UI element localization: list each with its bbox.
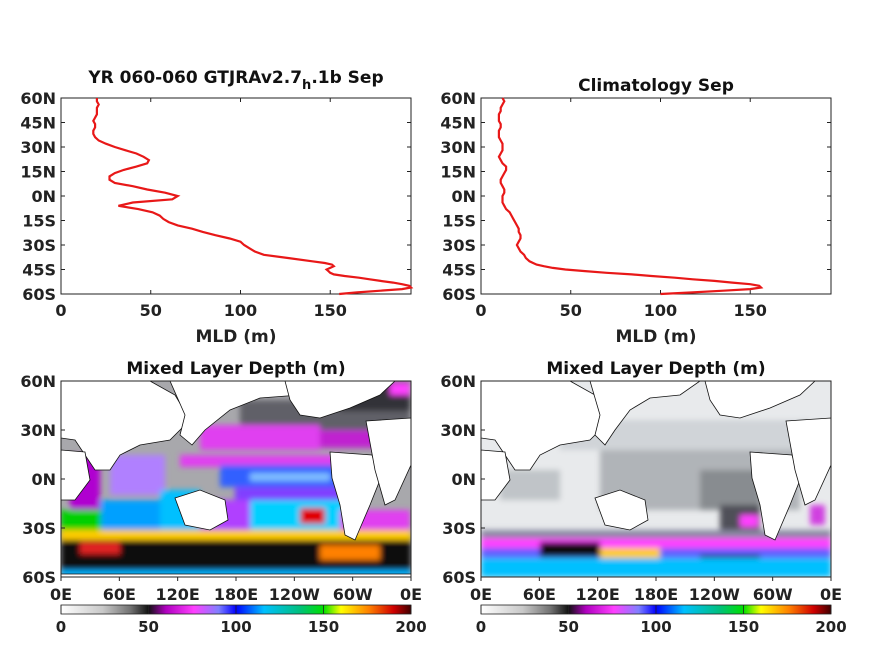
y-tick-label: 0N <box>31 187 56 206</box>
colorbar-tick-label: 200 <box>395 618 426 636</box>
y-tick-label: 60N <box>440 89 476 108</box>
panel4-colorbar-ticks: 0 50 100 150 200 <box>476 605 847 636</box>
y-tick-label: 30S <box>22 236 56 255</box>
panel-model-map: Mixed Layer Depth (m) <box>20 359 426 636</box>
y-tick-label: 30N <box>20 138 56 157</box>
panel1-axes-frame <box>60 97 412 295</box>
panel3-map-field <box>61 381 411 577</box>
x-tick-label: 60E <box>523 585 556 604</box>
x-tick-label: 60W <box>333 585 373 604</box>
panel2-mld-line <box>497 97 764 296</box>
x-tick-label: 180E <box>214 585 258 604</box>
x-tick-label: 0 <box>55 301 66 320</box>
panel2-y-ticks: 60N 45N 30N 15N 0N 15S 30S 45S 60S <box>440 89 831 304</box>
x-tick-label: 180E <box>634 585 678 604</box>
panel-climatology-profile: Climatology Sep 60N45N30N15N0N15S30S45S6… <box>440 76 832 347</box>
y-tick-label: 60N <box>20 89 56 108</box>
panel1-x-ticks: 0 50 100 150 <box>55 98 347 320</box>
y-tick-label: 15S <box>442 212 476 231</box>
panel3-x-ticks: 0E 60E 120E 180E 120W 60W 0E <box>50 577 422 604</box>
y-tick-label: 60S <box>22 285 56 304</box>
panel3-colorbar-ticks: 0 50 100 150 200 <box>56 605 427 636</box>
y-tick-label: 30S <box>442 519 476 538</box>
panel4-title: Mixed Layer Depth (m) <box>546 359 765 379</box>
colorbar-tick-label: 0 <box>476 618 486 636</box>
panel-model-profile: YR 060-060 GTJRAv2.7h.1b Sep 60N 45N 30N 15… <box>20 68 414 347</box>
y-tick-label: 0N <box>31 470 56 489</box>
y-tick-label: 60S <box>22 568 56 587</box>
x-tick-label: 150 <box>314 301 347 320</box>
panel2-axes-frame <box>480 97 832 295</box>
x-tick-label: 0E <box>820 585 842 604</box>
colorbar-tick-label: 150 <box>308 618 339 636</box>
y-tick-label: 30N <box>440 421 476 440</box>
x-tick-label: 50 <box>560 301 582 320</box>
x-tick-label: 100 <box>224 301 257 320</box>
panel2-x-ticks: 0 50 100 150 <box>475 98 767 320</box>
y-tick-label: 30S <box>22 519 56 538</box>
colorbar-tick-label: 0 <box>56 618 66 636</box>
x-tick-label: 0E <box>400 585 422 604</box>
panel1-title: YR 060-060 GTJRAv2.7h.1b Sep <box>87 68 383 93</box>
colorbar-tick-label: 100 <box>220 618 251 636</box>
panel1-x-label: MLD (m) <box>195 327 276 347</box>
x-tick-label: 0E <box>470 585 492 604</box>
panel2-x-label: MLD (m) <box>615 327 696 347</box>
panel3-y-ticks: 60N 30N 0N 30S 60S <box>20 372 65 587</box>
colorbar-tick-label: 150 <box>728 618 759 636</box>
y-tick-label: 60N <box>20 372 56 391</box>
y-tick-label: 60S <box>442 568 476 587</box>
x-tick-label: 0E <box>50 585 72 604</box>
y-tick-label: 45S <box>22 261 56 280</box>
panel-climatology-map: Mixed Layer Depth (m) <box>440 359 846 636</box>
y-tick-label: 45N <box>440 114 476 133</box>
y-tick-label: 15N <box>20 163 56 182</box>
x-tick-label: 120W <box>269 585 320 604</box>
y-tick-label: 30S <box>442 236 476 255</box>
y-tick-label: 60S <box>442 285 476 304</box>
y-tick-label: 60N <box>440 372 476 391</box>
y-tick-label: 0N <box>451 470 476 489</box>
y-tick-label: 30N <box>20 421 56 440</box>
x-tick-label: 120W <box>689 585 740 604</box>
panel4-x-ticks: 0E 60E 120E 180E 120W 60W 0E <box>470 577 842 604</box>
y-tick-label: 45N <box>20 114 56 133</box>
panel1-mld-line <box>92 98 414 296</box>
colorbar-tick-label: 50 <box>138 618 159 636</box>
colorbar-tick-label: 100 <box>640 618 671 636</box>
y-tick-label: 45S <box>442 261 476 280</box>
colorbar-tick-label: 50 <box>558 618 579 636</box>
x-tick-label: 60W <box>753 585 793 604</box>
x-tick-label: 50 <box>140 301 162 320</box>
x-tick-label: 120E <box>156 585 200 604</box>
panel4-map-field <box>481 381 831 577</box>
x-tick-label: 100 <box>644 301 677 320</box>
x-tick-label: 120E <box>576 585 620 604</box>
y-tick-label: 15N <box>440 163 476 182</box>
x-tick-label: 150 <box>734 301 767 320</box>
x-tick-label: 0 <box>475 301 486 320</box>
y-tick-label: 0N <box>451 187 476 206</box>
panel2-title: Climatology Sep <box>578 76 734 96</box>
panel1-y-ticks: 60N 45N 30N 15N 0N 15S 30S 45S 60S <box>20 89 411 304</box>
x-tick-label: 60E <box>103 585 136 604</box>
y-tick-label: 15S <box>22 212 56 231</box>
colorbar-tick-label: 200 <box>815 618 846 636</box>
panel4-y-ticks: 60N 30N 0N 30S 60S <box>440 372 485 587</box>
y-tick-label: 30N <box>440 138 476 157</box>
panel3-title: Mixed Layer Depth (m) <box>126 359 345 379</box>
